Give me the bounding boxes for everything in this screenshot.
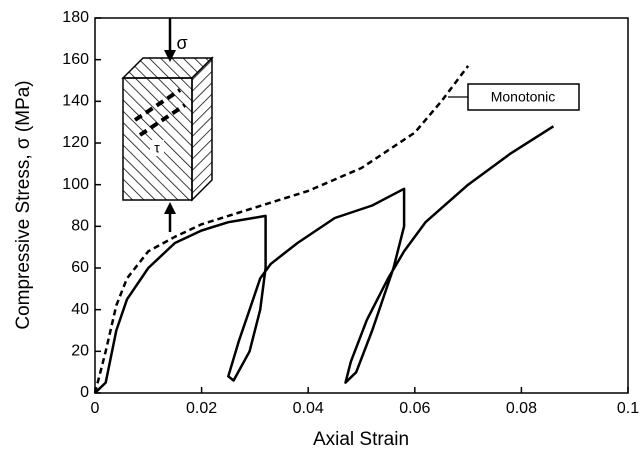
- annotation: σ: [176, 33, 187, 53]
- y-tick-label: 40: [71, 301, 89, 318]
- y-tick-label: 180: [62, 9, 89, 26]
- x-tick-label: 0.08: [506, 400, 537, 417]
- x-tick-label: 0: [91, 400, 100, 417]
- plot-frame: [94, 17, 629, 394]
- y-tick-label: 140: [62, 93, 89, 110]
- annotation: Monotonic: [491, 89, 556, 105]
- data-line: [93, 65, 470, 394]
- x-tick-label: 0.06: [399, 400, 430, 417]
- y-tick-label: 20: [71, 343, 89, 360]
- y-tick-label: 120: [62, 134, 89, 151]
- x-tick-label: 0.1: [617, 400, 639, 417]
- x-tick-label: 0.02: [186, 400, 217, 417]
- y-tick-label: 0: [80, 384, 89, 401]
- x-axis-label: Axial Strain: [313, 429, 409, 450]
- y-tick-label: 80: [71, 218, 89, 235]
- data-line: [94, 125, 555, 394]
- y-tick-label: 160: [62, 51, 89, 68]
- y-tick-label: 100: [62, 176, 89, 193]
- y-axis-label: Compressive Stress, σ (MPa): [13, 80, 34, 329]
- specimen-inset: [121, 18, 580, 232]
- annotation: τ: [154, 140, 160, 156]
- y-tick-label: 60: [71, 259, 89, 276]
- x-tick-label: 0.04: [293, 400, 324, 417]
